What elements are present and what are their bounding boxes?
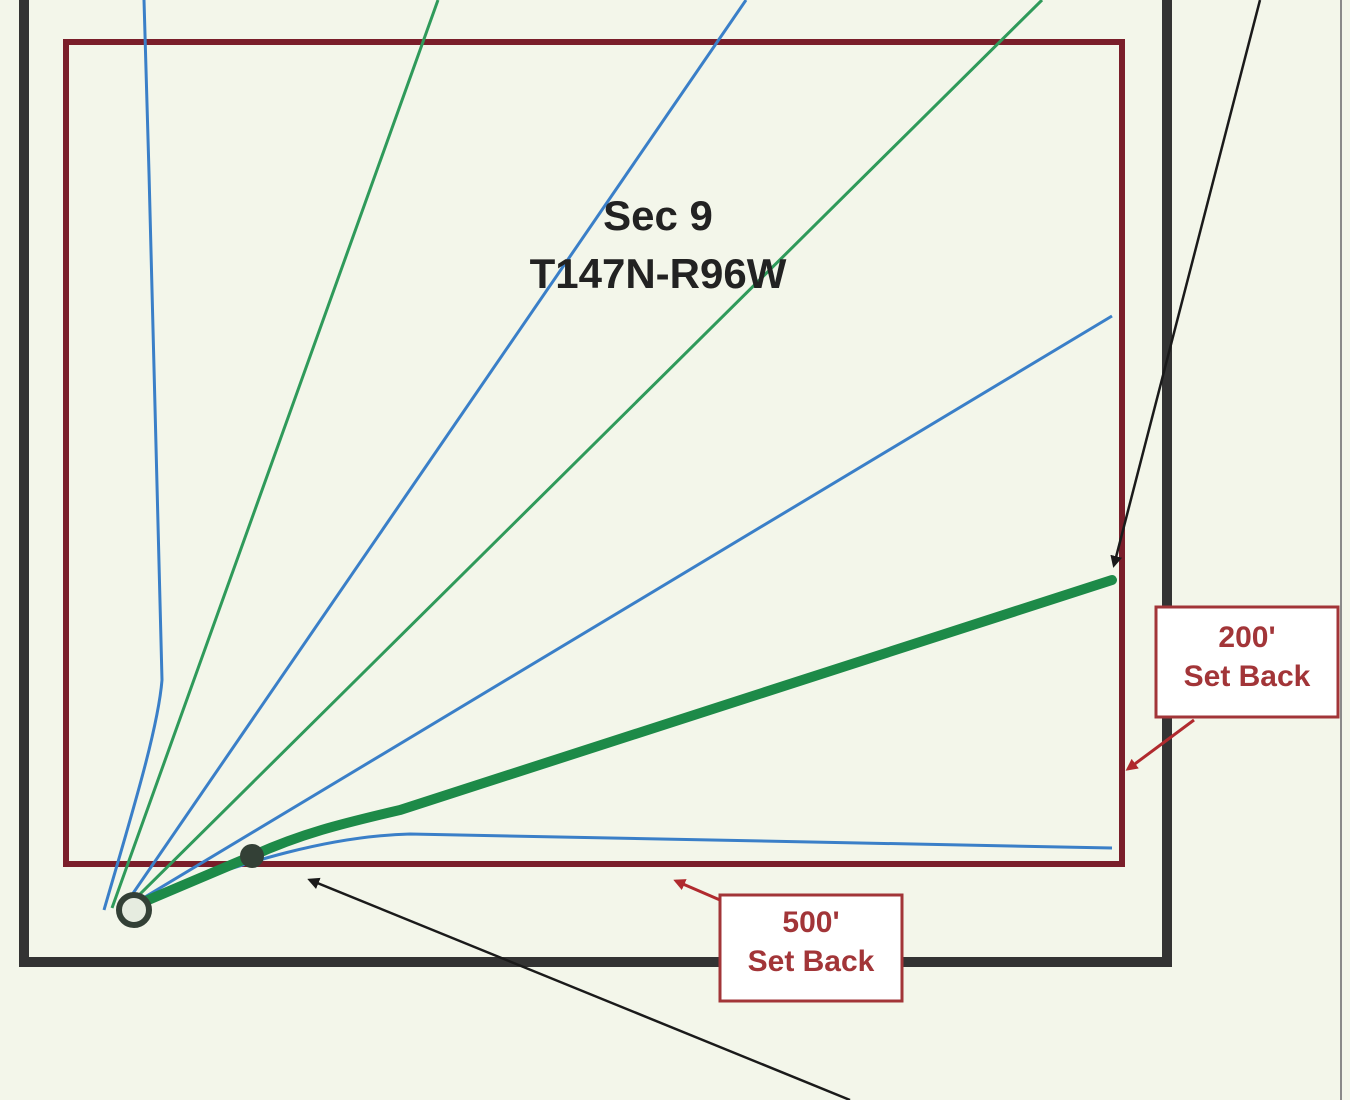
setback-200-label: Set Back	[1184, 660, 1311, 693]
top-leader-arrow	[1110, 0, 1262, 568]
bottom-leader-arrow	[307, 877, 851, 1100]
setback-500-label: Set Back	[748, 945, 875, 978]
township-range-label: T147N-R96W	[530, 250, 787, 297]
green-lateral-steep	[110, 0, 440, 909]
setback-500-distance: 500'	[782, 906, 839, 939]
blue-lateral-steep	[123, 0, 748, 906]
setback-200-arrow	[1125, 718, 1195, 771]
blue-lateral-vertical	[102, 0, 164, 911]
green-laterals	[110, 0, 1044, 909]
green-lateral-mid	[130, 0, 1044, 904]
blue-lateral-mid	[139, 314, 1113, 902]
section-number-label: Sec 9	[603, 192, 713, 239]
setback-500-arrow	[673, 879, 721, 902]
setback-500-callout: 500' Set Back	[673, 879, 904, 1003]
setback-500-box	[718, 893, 904, 1003]
setback-200-distance: 200'	[1218, 621, 1275, 654]
setback-boundary	[63, 39, 1125, 867]
setback-200-box	[1154, 605, 1340, 719]
section-boundary	[19, 0, 1172, 967]
kickoff-point-marker	[240, 844, 264, 868]
setback-200-callout: 200' Set Back	[1125, 605, 1340, 771]
surface-hole-marker	[116, 892, 152, 928]
